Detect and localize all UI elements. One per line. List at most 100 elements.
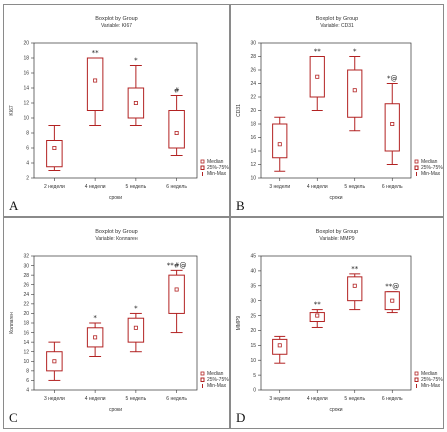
y-tick-label: 2: [26, 176, 29, 182]
y-tick-label: 0: [253, 388, 256, 394]
panel-a: Boxplot by Group Variable: KI67 2 4 6 8 10 12 14…: [3, 4, 230, 217]
y-tick-label: 4: [26, 388, 29, 394]
significance-mark: *: [93, 314, 97, 322]
y-tick-label: 22: [250, 95, 256, 101]
box-iqr: [347, 276, 363, 302]
y-tick-label: 18: [250, 122, 256, 128]
x-tick-label: 6 недель: [166, 184, 187, 190]
y-tick-label: 22: [23, 302, 29, 308]
x-axis-label: сроки: [329, 407, 342, 413]
y-axis-label: KI67: [9, 105, 15, 116]
y-tick-label: 12: [23, 349, 29, 355]
x-axis-label: сроки: [109, 195, 122, 201]
x-tick-label: 5 недель: [126, 184, 147, 190]
panel-c: Boxplot by Group Variable: Коллаген 4 6 8 10 1…: [3, 217, 230, 429]
y-tick-label: 28: [23, 273, 29, 279]
median-marker: [352, 88, 357, 93]
significance-mark: **: [314, 301, 322, 309]
y-tick-label: 12: [23, 101, 29, 107]
box-iqr: [168, 274, 185, 314]
panel-b: Boxplot by Group Variable: CD31 10 12 14 16 18…: [230, 4, 444, 217]
legend-entry: Median: [207, 371, 224, 377]
median-marker: [133, 101, 138, 106]
median-marker: [52, 145, 57, 150]
y-tick-label: 20: [23, 41, 29, 47]
median-marker: [174, 131, 179, 136]
median-marker: [133, 325, 138, 330]
panel-label-b: B: [236, 198, 245, 213]
chart-subtitle: Variable: CD31: [320, 23, 354, 29]
y-tick-label: 10: [250, 176, 256, 182]
box-iqr: [384, 103, 400, 152]
y-tick-label: 6: [26, 146, 29, 152]
chart-subtitle: Variable: KI67: [101, 23, 132, 29]
plot-area: [33, 42, 198, 179]
legend-swatch-median: [200, 159, 205, 164]
legend-swatch-box: [414, 165, 419, 170]
y-tick-label: 10: [250, 358, 256, 364]
y-axis-label: MMP9: [236, 316, 242, 331]
legend-entry: 25%-75%: [421, 377, 443, 383]
significance-mark: **@: [385, 283, 399, 291]
median-marker: [93, 335, 98, 340]
panel-label-c: C: [9, 410, 18, 425]
chart-title: Boxplot by Group: [316, 16, 359, 22]
significance-mark: *@: [387, 75, 398, 83]
y-tick-label: 28: [250, 54, 256, 60]
y-tick-label: 16: [23, 330, 29, 336]
x-tick-label: 4 недели: [85, 396, 106, 402]
significance-mark: *: [134, 57, 138, 65]
box-iqr: [86, 57, 104, 111]
median-marker: [315, 74, 320, 79]
legend-swatch-median: [414, 159, 419, 164]
significance-mark: **: [351, 265, 359, 273]
y-tick-label: 4: [26, 161, 29, 167]
x-tick-label: 6 недель: [382, 184, 403, 190]
legend-swatch-box: [200, 165, 205, 170]
median-marker: [93, 78, 98, 83]
x-tick-label: 4 недели: [307, 396, 328, 402]
y-tick-label: 30: [23, 263, 29, 269]
plot-area: [260, 255, 412, 391]
legend-entry: Median: [207, 159, 224, 165]
chart-subtitle: Variable: MMP9: [319, 236, 354, 242]
legend-swatch-median: [414, 371, 419, 376]
y-tick-label: 18: [23, 321, 29, 327]
legend-entry: Min-Max: [421, 383, 441, 389]
y-tick-label: 8: [26, 369, 29, 375]
y-tick-label: 26: [23, 282, 29, 288]
chart-subtitle: Variable: Коллаген: [95, 236, 137, 242]
y-tick-label: 12: [250, 162, 256, 168]
legend-entry: 25%-75%: [207, 165, 229, 171]
median-marker: [390, 122, 395, 127]
y-tick-label: 20: [250, 108, 256, 114]
y-tick-label: 45: [250, 254, 256, 260]
y-tick-label: 30: [250, 41, 256, 47]
significance-mark: **: [92, 49, 100, 57]
legend-entry: 25%-75%: [421, 165, 443, 171]
chart-title: Boxplot by Group: [316, 229, 359, 235]
x-tick-label: 5 недель: [126, 396, 147, 402]
legend-swatch-median: [200, 371, 205, 376]
y-tick-label: 14: [250, 149, 256, 155]
panel-label-d: D: [236, 410, 246, 425]
median-marker: [390, 298, 395, 303]
y-tick-label: 30: [250, 298, 256, 304]
x-axis-label: сроки: [109, 407, 122, 413]
x-tick-label: 4 недели: [307, 184, 328, 190]
chart-title: Boxplot by Group: [95, 229, 138, 235]
median-marker: [352, 283, 357, 288]
y-tick-label: 24: [23, 292, 29, 298]
x-tick-label: 6 недель: [382, 396, 403, 402]
significance-mark: *: [353, 48, 357, 56]
legend-entry: Min-Max: [421, 171, 441, 177]
y-tick-label: 16: [250, 135, 256, 141]
y-tick-label: 10: [23, 359, 29, 365]
y-tick-label: 14: [23, 340, 29, 346]
x-tick-label: 3 недели: [269, 184, 290, 190]
